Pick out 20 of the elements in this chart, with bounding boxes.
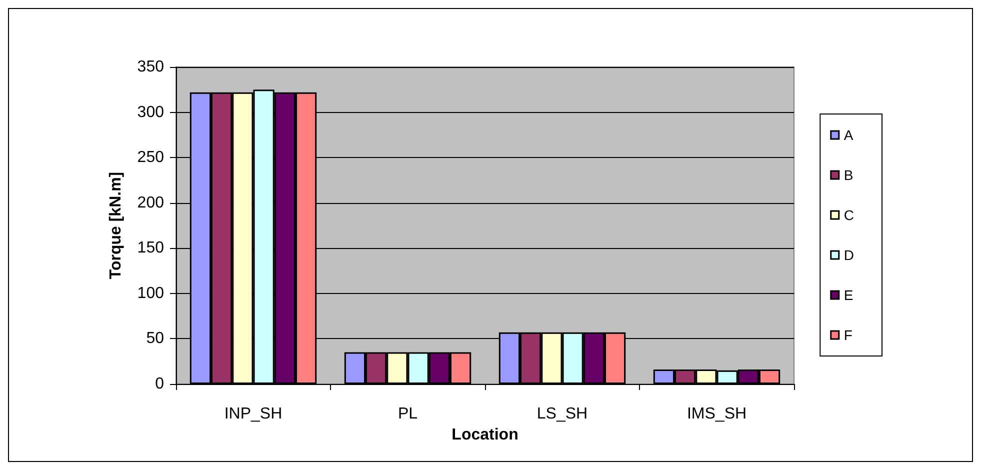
x-tick-label: IMS_SH: [686, 406, 747, 422]
legend-label: A: [844, 127, 854, 143]
x-tick-label: PL: [398, 406, 418, 422]
legend-label: D: [844, 247, 854, 263]
y-tick-label: 100: [137, 284, 164, 302]
y-axis-title: Torque [kN.m]: [108, 172, 124, 280]
legend-label: F: [844, 327, 852, 343]
legend-label: B: [844, 167, 854, 183]
x-tick-label: INP_SH: [224, 406, 282, 422]
x-tick-label: LS_SH: [536, 406, 588, 422]
x-axis-title: Location: [452, 426, 518, 444]
y-tick-label: 150: [137, 240, 164, 257]
y-tick-label: 50: [146, 330, 164, 348]
legend-label: E: [844, 287, 854, 303]
y-tick-label: 350: [137, 58, 164, 76]
y-tick-label: 0: [155, 376, 164, 392]
y-tick-label: 250: [137, 149, 164, 166]
y-tick-label: 300: [137, 104, 164, 121]
legend-label: C: [844, 207, 854, 223]
y-tick-label: 200: [137, 194, 164, 212]
